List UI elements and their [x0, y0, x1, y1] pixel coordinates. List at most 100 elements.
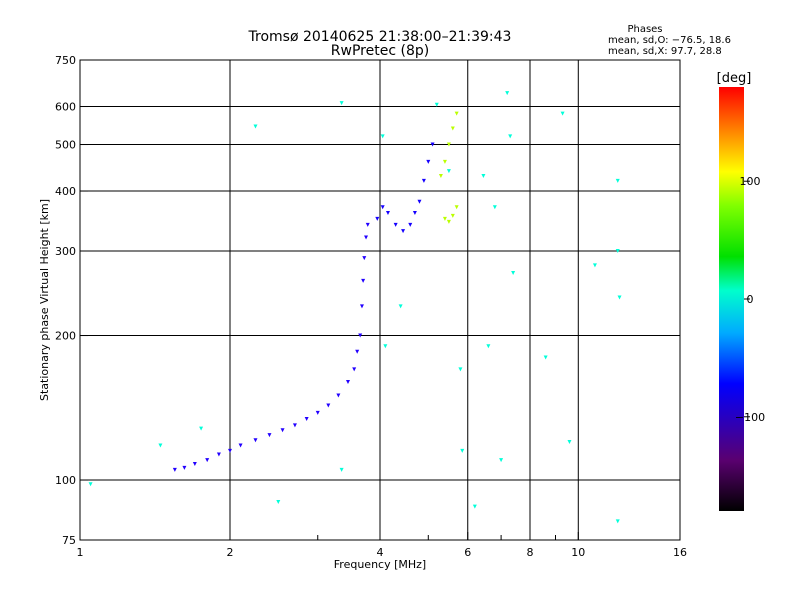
colorbar-tick-label: −100	[735, 411, 765, 424]
data-point	[450, 126, 455, 131]
data-point	[472, 504, 477, 509]
data-point	[543, 355, 548, 360]
data-point	[253, 438, 258, 443]
data-point	[355, 349, 360, 354]
colorbar-tick-label: 0	[747, 293, 754, 306]
data-point	[417, 199, 422, 204]
data-point	[365, 222, 370, 227]
legend-title: Phases	[627, 24, 662, 35]
data-point	[267, 433, 272, 438]
colorbar-label: [deg]	[717, 71, 752, 86]
data-point	[292, 423, 297, 428]
data-point	[352, 367, 357, 372]
data-point	[375, 216, 380, 221]
data-point	[486, 344, 491, 349]
data-point	[380, 134, 385, 139]
data-point	[326, 403, 331, 408]
colorbar	[719, 87, 744, 511]
x-tick-label: 6	[464, 546, 471, 559]
legend-line-o: mean, sd,O: −76.5, 18.6	[608, 35, 731, 46]
data-point	[617, 295, 622, 300]
data-point	[454, 111, 459, 116]
data-point	[446, 219, 451, 224]
data-point	[454, 205, 459, 210]
x-tick-label: 4	[377, 546, 384, 559]
data-point	[567, 440, 572, 445]
data-point	[205, 458, 210, 463]
data-point	[216, 452, 221, 457]
data-point	[442, 216, 447, 221]
x-tick-label: 10	[571, 546, 585, 559]
data-point	[361, 278, 366, 283]
data-point	[276, 499, 281, 504]
data-point	[426, 159, 431, 164]
data-point	[199, 426, 204, 431]
data-point	[339, 467, 344, 472]
data-point	[304, 417, 309, 422]
data-point	[430, 142, 435, 147]
data-point	[364, 235, 369, 240]
data-point	[359, 304, 364, 309]
data-point	[182, 465, 187, 470]
data-point	[362, 256, 367, 261]
y-tick-label: 200	[55, 330, 76, 343]
data-point	[398, 304, 403, 309]
data-point	[505, 91, 510, 96]
data-point	[383, 344, 388, 349]
data-point	[336, 393, 341, 398]
y-tick-label: 600	[55, 101, 76, 114]
data-point	[88, 482, 93, 487]
data-point	[508, 134, 513, 139]
data-point	[442, 159, 447, 164]
data-point	[280, 428, 285, 433]
data-point	[315, 410, 320, 415]
x-tick-label: 16	[673, 546, 687, 559]
data-point	[421, 178, 426, 183]
y-tick-label: 300	[55, 245, 76, 258]
data-point	[385, 211, 390, 216]
data-point	[492, 205, 497, 210]
data-point	[499, 458, 504, 463]
data-point	[458, 367, 463, 372]
data-point	[446, 169, 451, 174]
chart-subtitle: RwPretec (8p)	[331, 43, 429, 59]
data-point	[412, 211, 417, 216]
data-point	[253, 124, 258, 129]
x-axis-label: Frequency [MHz]	[334, 558, 426, 571]
data-point	[615, 249, 620, 254]
data-point	[438, 173, 443, 178]
x-tick-label: 1	[77, 546, 84, 559]
y-tick-label: 500	[55, 139, 76, 152]
data-point	[615, 178, 620, 183]
data-point	[339, 101, 344, 106]
data-point	[615, 519, 620, 524]
data-point	[358, 333, 363, 338]
data-point	[228, 448, 232, 453]
y-axis-label: Stationary phase Virtual Height [km]	[38, 199, 51, 401]
data-point	[380, 205, 385, 210]
data-point	[393, 222, 398, 227]
data-point	[172, 467, 177, 472]
chart-title: Tromsø 20140625 21:38:00–21:39:43	[248, 29, 512, 45]
data-point	[401, 229, 406, 234]
data-point	[560, 111, 565, 116]
data-point	[450, 213, 455, 218]
x-tick-label: 2	[227, 546, 234, 559]
data-point	[192, 461, 197, 466]
y-tick-label: 750	[55, 54, 76, 67]
colorbar-tick-label: 100	[740, 175, 761, 188]
data-point	[158, 443, 163, 448]
y-tick-label: 75	[62, 534, 76, 547]
data-point	[592, 263, 597, 268]
y-tick-label: 100	[55, 474, 76, 487]
x-tick-label: 8	[527, 546, 534, 559]
data-point	[408, 222, 413, 227]
data-point	[511, 270, 516, 275]
data-point	[460, 448, 465, 453]
y-tick-label: 400	[55, 185, 76, 198]
data-point	[238, 443, 243, 448]
data-point	[434, 102, 439, 107]
data-point	[481, 173, 486, 178]
data-point	[345, 380, 350, 385]
